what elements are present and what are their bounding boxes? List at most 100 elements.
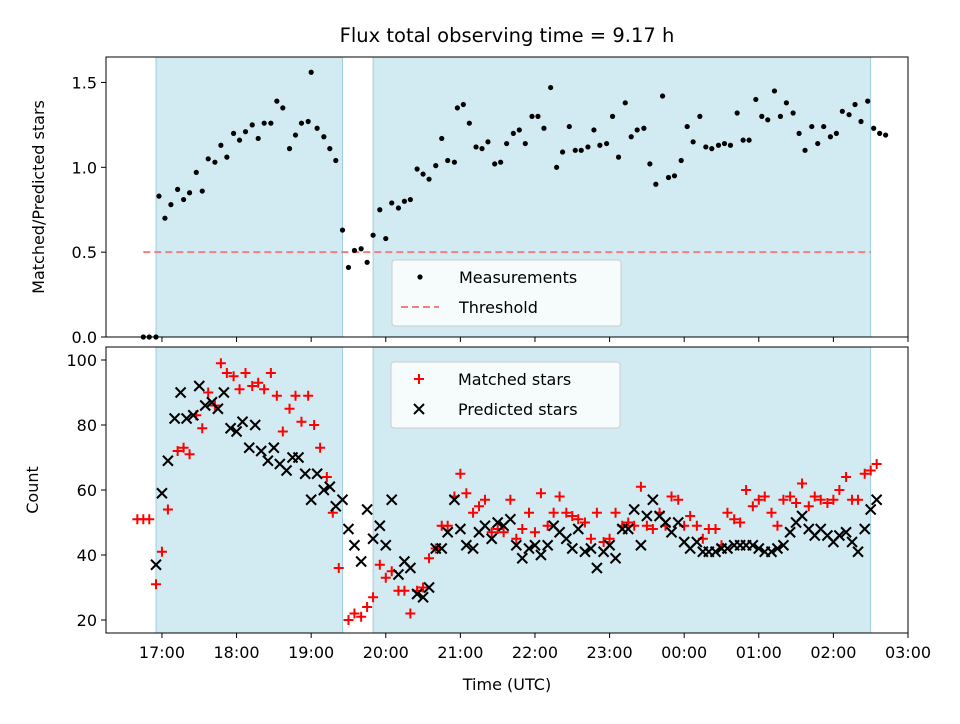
data-point (162, 455, 174, 467)
data-point (665, 174, 672, 181)
data-point (635, 539, 647, 551)
data-point (678, 157, 684, 164)
data-point (542, 520, 553, 531)
y-tick-label: 60 (77, 481, 97, 500)
x-tick-label: 19:00 (288, 643, 334, 662)
data-point (156, 193, 162, 199)
data-point (833, 130, 839, 136)
data-point (479, 494, 490, 505)
axes-frame (105, 56, 909, 338)
data-point (821, 123, 827, 130)
data-point (243, 442, 255, 454)
data-point (374, 520, 386, 532)
data-point (436, 542, 448, 555)
data-point (395, 205, 402, 211)
data-point (234, 384, 245, 395)
data-point (815, 140, 821, 147)
data-point (852, 101, 858, 108)
data-point (424, 553, 435, 564)
data-point (535, 488, 546, 499)
data-point (684, 123, 690, 130)
data-point (778, 494, 789, 505)
data-point (765, 546, 778, 558)
data-point (647, 524, 658, 534)
data-point (628, 134, 634, 140)
data-point (859, 523, 871, 535)
data-point (321, 472, 332, 482)
data-point (368, 592, 379, 603)
data-point (498, 159, 504, 165)
data-point (729, 514, 740, 525)
data-point (504, 140, 510, 147)
data-point (455, 468, 466, 479)
data-point (833, 529, 846, 542)
data-point (236, 416, 249, 428)
data-point (321, 134, 327, 140)
data-point (709, 546, 722, 558)
data-point (809, 491, 820, 502)
data-point (172, 446, 183, 456)
y-tick-label: 0.0 (72, 328, 97, 347)
data-point (523, 542, 535, 555)
y-tick-label: 1.0 (72, 158, 97, 177)
data-point (572, 523, 584, 535)
data-point (351, 247, 358, 254)
data-point (815, 494, 826, 505)
data-point (839, 108, 845, 114)
data-point (747, 539, 759, 551)
data-point (441, 526, 454, 538)
legend-marker-predicted (413, 403, 425, 415)
data-point (666, 491, 677, 502)
data-point (703, 144, 709, 150)
data-point (535, 549, 547, 561)
data-point (364, 259, 370, 265)
data-point (448, 494, 461, 506)
data-point (797, 478, 808, 489)
data-point (516, 552, 529, 564)
data-point (460, 539, 473, 551)
data-point (622, 523, 634, 535)
data-point (765, 117, 771, 123)
data-point (314, 125, 320, 131)
data-point (184, 449, 195, 460)
data-point (685, 511, 696, 521)
data-point (298, 120, 305, 126)
data-point (859, 468, 870, 479)
data-point (834, 485, 845, 495)
data-point (296, 416, 307, 427)
data-point (597, 142, 603, 148)
data-point (759, 491, 770, 502)
data-point (186, 190, 193, 196)
data-point (604, 533, 615, 544)
data-point (498, 527, 509, 538)
data-point (355, 555, 367, 568)
data-point (671, 173, 678, 179)
data-point (466, 120, 472, 126)
data-point (790, 110, 796, 116)
data-point (548, 507, 559, 518)
x-tick-label: 23:00 (587, 643, 633, 662)
data-point (753, 542, 765, 555)
legend-marker-matched (414, 374, 424, 384)
data-point (771, 88, 778, 94)
data-point (199, 399, 211, 412)
data-point (548, 84, 554, 91)
data-point (197, 423, 208, 434)
data-point (641, 520, 652, 531)
y-tick-label: 80 (77, 416, 97, 435)
y-axis-label: Count (23, 466, 42, 514)
data-point (309, 420, 320, 430)
data-point (591, 507, 602, 518)
data-point (308, 69, 314, 75)
data-point (691, 536, 703, 548)
data-point (342, 523, 355, 535)
data-point (791, 498, 802, 508)
data-point (218, 142, 224, 148)
data-point (777, 539, 790, 551)
data-point (199, 188, 205, 194)
data-point (579, 517, 590, 528)
data-point (240, 368, 251, 378)
data-point (740, 137, 746, 143)
legend-label: Matched stars (458, 370, 571, 389)
data-point (727, 142, 734, 148)
